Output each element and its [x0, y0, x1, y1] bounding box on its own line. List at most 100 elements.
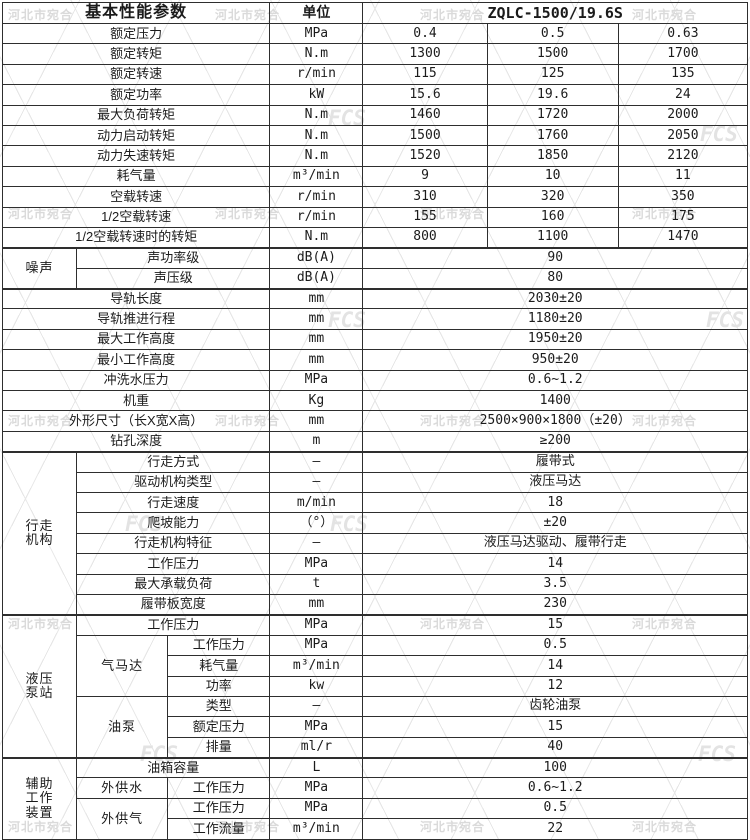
table-row: 导轨长度 mm 2030±20 — [1, 287, 748, 310]
param-cell: 工作压力 — [167, 797, 271, 820]
unit-cell: t — [269, 573, 364, 595]
unit-cell: N.m — [269, 124, 364, 147]
value-cell: 1400 — [362, 390, 748, 412]
table-row: 外供气 工作压力 MPa 0.5 — [3, 797, 748, 840]
unit-cell: MPa — [269, 634, 364, 657]
value-cell: 液压马达 — [362, 471, 748, 493]
value-cell: 24 — [617, 84, 749, 106]
table-row: 辅助 工作 装置 油箱容量 L 100 — [1, 756, 748, 840]
unit-cell: dB(A) — [269, 267, 364, 290]
value-cell: 2030±20 — [362, 287, 748, 310]
param-cell: 空载转速 — [1, 186, 271, 208]
value-cell: 9 — [362, 165, 488, 188]
table-row: 爬坡能力 （°） ±20 — [3, 512, 748, 534]
unit-cell: dB(A) — [269, 246, 364, 269]
value-cell: 1520 — [362, 145, 488, 167]
unit-cell: r/min — [269, 63, 364, 86]
unit-cell: L — [269, 756, 364, 779]
param-cell: 工作压力 — [167, 634, 271, 657]
param-cell: 最大负荷转矩 — [1, 104, 271, 126]
table-row: 动力失速转矩 N.m 1520 1850 2120 — [1, 145, 749, 167]
param-cell: 类型 — [167, 695, 271, 718]
value-cell: 2120 — [617, 145, 749, 167]
unit-cell: mm — [269, 287, 364, 310]
table-row: 履带板宽度 mm 230 — [3, 593, 748, 616]
table-row: 声压级 dB(A) 80 — [3, 267, 748, 290]
unit-cell: m/min — [269, 491, 364, 514]
unit-cell: mm — [269, 328, 364, 351]
value-cell: 1100 — [486, 226, 619, 249]
value-cell: 230 — [362, 593, 748, 616]
table-row: 气马达 工作压力 MPa 0.5 — [3, 634, 748, 697]
unit-cell: mm — [269, 410, 364, 432]
table-row: 动力启动转矩 N.m 1500 1760 2050 — [1, 124, 749, 147]
value-cell: 100 — [362, 756, 748, 779]
header-model-label: ZQLC-1500/19.6S — [362, 2, 748, 24]
value-cell: 15 — [362, 613, 748, 636]
param-cell: 爬坡能力 — [76, 512, 271, 534]
value-cell: 350 — [617, 186, 749, 208]
value-cell: 90 — [362, 246, 748, 269]
param-cell: 行走机构特征 — [76, 532, 271, 555]
value-cell: 1700 — [617, 43, 749, 65]
param-cell: 导轨长度 — [1, 287, 271, 310]
value-cell: 40 — [362, 736, 748, 759]
unit-cell: m — [269, 430, 364, 453]
subgroup-cell: 油泵 — [76, 695, 169, 759]
param-cell: 工作流量 — [167, 818, 271, 840]
value-cell: 1500 — [362, 124, 488, 147]
param-cell: 冲洗水压力 — [1, 369, 271, 392]
value-cell: 310 — [362, 186, 488, 208]
header-unit-label: 单位 — [269, 2, 364, 24]
table-row: 工作压力 MPa 14 — [3, 553, 748, 575]
table-row: 钻孔深度 m ≥200 — [1, 430, 748, 453]
header-param-label: 基本性能参数 — [1, 2, 271, 24]
value-cell: ±20 — [362, 512, 748, 534]
unit-cell: r/min — [269, 186, 364, 208]
value-cell: 155 — [362, 206, 488, 228]
table-row: 耗气量 m³/min 9 10 11 — [1, 165, 749, 188]
unit-cell: MPa — [269, 613, 364, 636]
unit-cell: kw — [269, 675, 364, 697]
unit-cell: N.m — [269, 145, 364, 167]
value-cell: 2050 — [617, 124, 749, 147]
value-cell: 3.5 — [362, 573, 748, 595]
value-cell: 2000 — [617, 104, 749, 126]
value-cell: 0.6~1.2 — [362, 777, 748, 799]
value-cell: 液压马达驱动、履带行走 — [362, 532, 748, 555]
group-cell: 噪声 — [1, 246, 78, 290]
value-cell: 18 — [362, 491, 748, 514]
table-row: 最大承载负荷 t 3.5 — [3, 573, 748, 595]
table-row: 噪声 声功率级 dB(A) 90 — [1, 246, 748, 290]
value-cell: 115 — [362, 63, 488, 86]
value-cell: 22 — [362, 818, 748, 840]
value-cell: 800 — [362, 226, 488, 249]
value-cell: 1500 — [486, 43, 619, 65]
param-cell: 行走速度 — [76, 491, 271, 514]
value-cell: 1850 — [486, 145, 619, 167]
param-cell: 耗气量 — [1, 165, 271, 188]
table-row: 额定压力 MPa 0.4 0.5 0.63 — [1, 22, 749, 45]
value-cell: 0.4 — [362, 22, 488, 45]
table-row: 导轨推进行程 mm 1180±20 — [1, 308, 748, 330]
unit-cell: MPa — [269, 777, 364, 799]
subgroup-cell: 气马达 — [76, 634, 169, 697]
value-cell: 14 — [362, 553, 748, 575]
unit-cell: MPa — [269, 716, 364, 738]
value-cell: 0.5 — [362, 797, 748, 820]
unit-cell: ml/r — [269, 736, 364, 759]
param-cell: 工作压力 — [76, 553, 271, 575]
value-cell: 15.6 — [362, 84, 488, 106]
table-row: 驱动机构类型 — 液压马达 — [3, 471, 748, 493]
param-cell: 外形尺寸（长X宽X高） — [1, 410, 271, 432]
value-cell: 1470 — [617, 226, 749, 249]
unit-cell: N.m — [269, 226, 364, 249]
value-cell: 15 — [362, 716, 748, 738]
value-cell: 0.6~1.2 — [362, 369, 748, 392]
value-cell: 1950±20 — [362, 328, 748, 351]
param-cell: 1/2空载转速时的转矩 — [1, 226, 271, 249]
value-cell: 135 — [617, 63, 749, 86]
unit-cell: kW — [269, 84, 364, 106]
value-cell: ≥200 — [362, 430, 748, 453]
